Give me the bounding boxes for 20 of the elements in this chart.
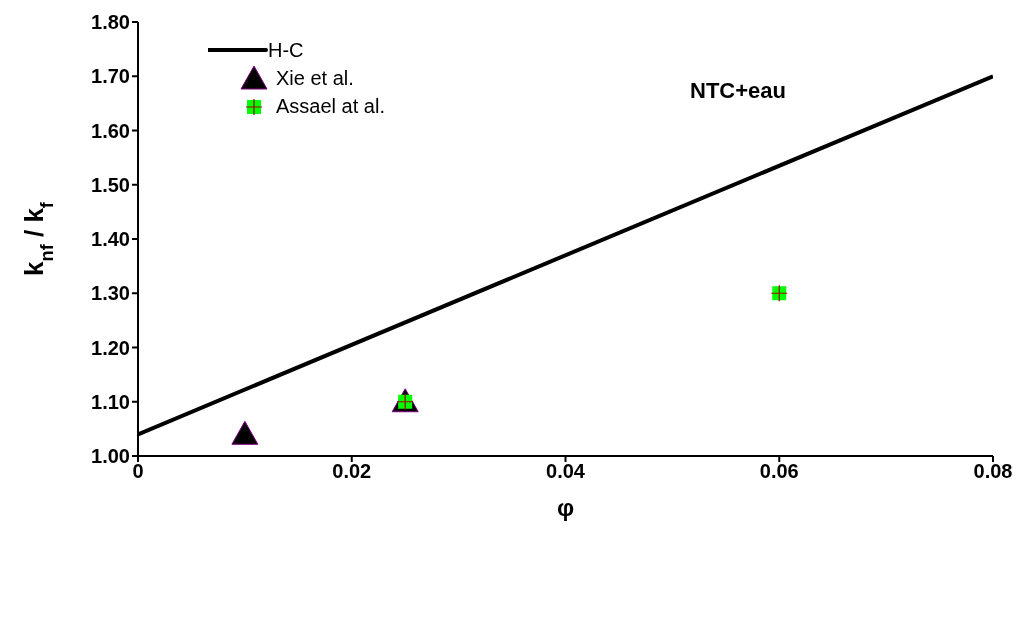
y-tick-label: 1.60 [91,119,130,142]
x-tick-label: 0.02 [332,460,372,483]
legend-label: Xie et al. [276,66,354,90]
y-tick-label: 1.10 [91,390,130,413]
text: NTC+eau [690,78,786,103]
x-tick-label: 0 [132,460,144,483]
x-tick-label: 0.08 [973,460,1013,483]
y-tick-label: 1.20 [91,336,130,359]
legend-label: H-C [268,38,304,62]
y-tick-label: 1.30 [91,282,130,305]
point [231,420,259,445]
y-tick-label: 1.40 [91,228,130,251]
legend-label: Assael at al. [276,94,385,118]
x-axis-title: φ [556,494,575,521]
y-tick-label: 1.00 [91,445,130,468]
x-tick-label: 0.06 [759,460,799,483]
x-tick-label: 0.04 [546,460,586,483]
y-tick-label: 1.50 [91,173,130,196]
y-tick-label: 1.80 [91,11,130,34]
y-tick-label: 1.70 [91,65,130,88]
